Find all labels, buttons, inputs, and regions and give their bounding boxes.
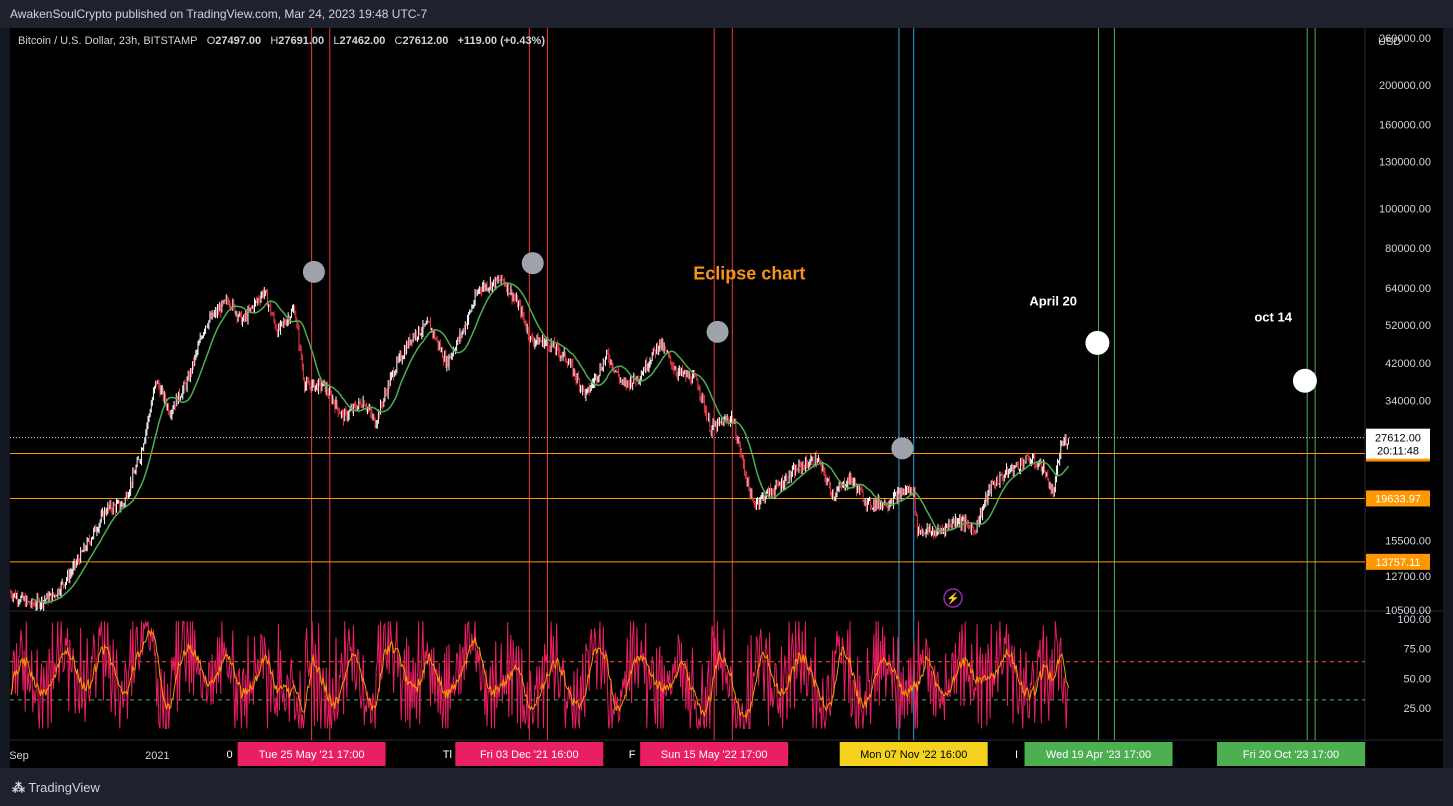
last-price-value: 27612.00 (1375, 433, 1421, 445)
symbol-name: Bitcoin / U.S. Dollar, 23h, BITSTAMP (18, 35, 198, 47)
level-value: 19633.97 (1375, 493, 1421, 505)
chart-annotation: April 20 (1029, 293, 1077, 308)
chart-area[interactable]: USD 260000.00 200000.00 160000.00 130000.00 1… (10, 28, 1443, 768)
eclipse-marker (302, 260, 325, 283)
alert-icon-glyph: ⚡ (946, 592, 960, 605)
level-tag (1366, 553, 1430, 570)
date-label-tag (1024, 742, 1173, 766)
date-label-text: Tue 25 May '21 17:00 (259, 749, 365, 761)
date-label-text: Wed 19 Apr '23 17:00 (1046, 749, 1151, 761)
eclipse-marker (521, 252, 544, 275)
alert-icon (943, 588, 963, 608)
price-tick-label: 100000.00 (1379, 203, 1431, 215)
date-label-tag (455, 742, 604, 766)
indicator-tick-label: 25.00 (1403, 703, 1431, 715)
date-label-fragment: 0 (227, 749, 233, 761)
eclipse-marker (891, 437, 914, 460)
close-value: 27612.00 (402, 35, 449, 47)
price-tick-label: 80000.00 (1385, 243, 1431, 255)
date-label-tag (640, 742, 789, 766)
indicator-line (10, 620, 1069, 731)
close-label: C (394, 35, 403, 47)
footer-bar: ⁂ TradingView (0, 768, 1453, 806)
open-label: O (206, 35, 216, 47)
price-tick-label: 52000.00 (1385, 320, 1431, 332)
date-label-tag (839, 742, 988, 766)
price-tick-label: 200000.00 (1379, 80, 1431, 92)
moving-average-line (31, 282, 1070, 604)
date-label-fragment: Tl (443, 749, 452, 761)
time-tick-label: 2021 (145, 750, 169, 762)
bar-countdown: 20:11:48 (1377, 446, 1419, 458)
eclipse-marker (1292, 368, 1317, 393)
indicator-tick-label: 50.00 (1403, 673, 1431, 685)
eclipse-marker (1085, 330, 1110, 355)
price-axis-bg (1365, 28, 1443, 768)
date-label-tag (237, 742, 386, 766)
brand-text: TradingView (28, 780, 100, 795)
last-price-tag (1366, 428, 1430, 459)
price-tick-label: 260000.00 (1379, 33, 1431, 45)
indicator-ma-line (10, 629, 1069, 718)
price-tick-label: 64000.00 (1385, 283, 1431, 295)
tradingview-logo-icon: ⁂ (12, 780, 25, 795)
price-tick-label: 42000.00 (1385, 358, 1431, 370)
date-label-text: Sun 15 May '22 17:00 (661, 749, 768, 761)
eclipse-marker (706, 320, 729, 343)
currency-label: USD (1378, 36, 1401, 48)
publish-header: AwakenSoulCrypto published on TradingVie… (0, 0, 1453, 28)
price-tick-label: 130000.00 (1379, 157, 1431, 169)
time-tick-label: Sep (10, 750, 29, 762)
indicator-tick-label: 100.00 (1397, 614, 1431, 626)
change-value: +119.00 (+0.43%) (457, 35, 546, 47)
date-label-text: Fri 20 Oct '23 17:00 (1243, 749, 1339, 761)
price-tick-label: 160000.00 (1379, 120, 1431, 132)
chart-annotation: oct 14 (1254, 309, 1292, 324)
level-value: 13757.11 (1375, 557, 1420, 569)
date-label-tag (1217, 742, 1365, 766)
date-label-text: Fri 03 Dec '21 16:00 (480, 749, 579, 761)
price-tick-label: 10500.00 (1385, 605, 1431, 617)
level-tag (1366, 490, 1430, 507)
indicator-tick-label: 75.00 (1403, 644, 1431, 656)
publisher-text: AwakenSoulCrypto published on TradingVie… (10, 7, 428, 21)
high-value: 27691.00 (278, 35, 325, 47)
symbol-legend: Bitcoin / U.S. Dollar, 23h, BITSTAMP O27… (18, 35, 545, 47)
open-value: 27497.00 (215, 35, 262, 47)
price-tick-label: 12700.00 (1385, 571, 1431, 583)
date-label-fragment: F (629, 749, 636, 761)
date-label-text: Mon 07 Nov '22 16:00 (860, 749, 967, 761)
low-value: 27462.00 (339, 35, 386, 47)
price-tick-label: 15500.00 (1385, 536, 1431, 548)
chart-annotation: Eclipse chart (693, 264, 805, 284)
date-label-fragment: I (1015, 749, 1018, 761)
low-label: L (333, 35, 340, 47)
high-label: H (270, 35, 279, 47)
price-tick-label: 34000.00 (1385, 396, 1431, 408)
tradingview-logo[interactable]: ⁂ TradingView (12, 780, 100, 796)
